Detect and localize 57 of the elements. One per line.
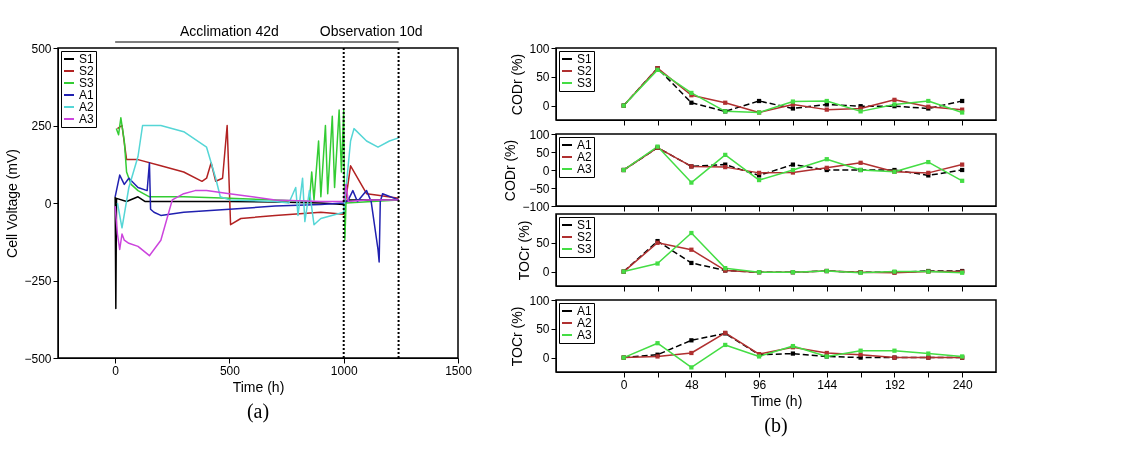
y-tick-label: −100 xyxy=(522,199,550,214)
legend-label: A3 xyxy=(79,112,94,126)
y-tick-label: 100 xyxy=(529,127,550,142)
x-tick-label: 1500 xyxy=(445,363,473,378)
x-tick-label: 1000 xyxy=(330,363,358,378)
legend-label: A2 xyxy=(79,100,94,114)
y-tick-label: 0 xyxy=(542,99,550,114)
legend-label: S1 xyxy=(577,218,592,232)
text: (a) xyxy=(246,400,270,423)
x-tick-label: 500 xyxy=(219,363,241,378)
legend-label: A1 xyxy=(79,88,94,102)
y-tick-label: 0 xyxy=(44,196,52,211)
legend-label: A1 xyxy=(577,138,592,152)
y-tick-label: 50 xyxy=(536,70,550,85)
legend-label: A3 xyxy=(577,328,592,342)
y-tick-label: 100 xyxy=(529,293,550,308)
y-tick-label: 0 xyxy=(542,351,550,366)
x-tick-label: 96 xyxy=(752,377,767,392)
y-axis-title: TOCr (%) xyxy=(516,220,533,281)
x-axis-title: Time (h) xyxy=(750,392,803,409)
y-tick-label: 100 xyxy=(529,41,550,56)
x-tick-label: 144 xyxy=(817,377,838,392)
legend-label: S1 xyxy=(79,52,94,66)
x-tick-label: 240 xyxy=(952,377,973,392)
legend-label: A2 xyxy=(577,150,592,164)
legend-label: A3 xyxy=(577,162,592,176)
y-tick-label: 0 xyxy=(542,265,550,280)
legend-label: S3 xyxy=(577,76,592,90)
legend-label: S2 xyxy=(577,230,592,244)
text: (b) xyxy=(764,414,788,437)
legend-label: S2 xyxy=(577,64,592,78)
legend-label: A2 xyxy=(577,316,592,330)
y-tick-label: −50 xyxy=(529,181,550,196)
y-tick-label: 250 xyxy=(31,119,52,133)
x-tick-label: 0 xyxy=(112,363,120,378)
y-axis-title: Cell Voltage (mV) xyxy=(4,149,21,258)
y-axis-title: CODr (%) xyxy=(509,53,526,116)
legend-label: A1 xyxy=(577,304,592,318)
y-tick-label: 50 xyxy=(536,145,550,160)
legend-label: S2 xyxy=(79,64,94,78)
legend-label: S1 xyxy=(577,52,592,66)
x-tick-label: 192 xyxy=(884,377,906,392)
y-axis-title: TOCr (%) xyxy=(509,306,526,367)
y-axis-title: CODr (%) xyxy=(502,139,519,202)
y-tick-label: −500 xyxy=(24,351,52,366)
x-tick-label: 0 xyxy=(620,377,628,392)
y-tick-label: 0 xyxy=(542,163,550,178)
y-tick-label: 500 xyxy=(31,41,52,56)
y-tick-label: −250 xyxy=(24,274,52,288)
y-tick-label: 50 xyxy=(536,322,550,337)
legend-label: S3 xyxy=(577,242,592,256)
text: Observation 10d xyxy=(319,23,423,39)
x-axis-title: Time (h) xyxy=(232,378,285,395)
legend-label: S3 xyxy=(79,76,94,90)
text: Acclimation 42d xyxy=(180,23,279,39)
x-tick-label: 48 xyxy=(685,377,699,392)
y-tick-label: 50 xyxy=(536,236,550,251)
